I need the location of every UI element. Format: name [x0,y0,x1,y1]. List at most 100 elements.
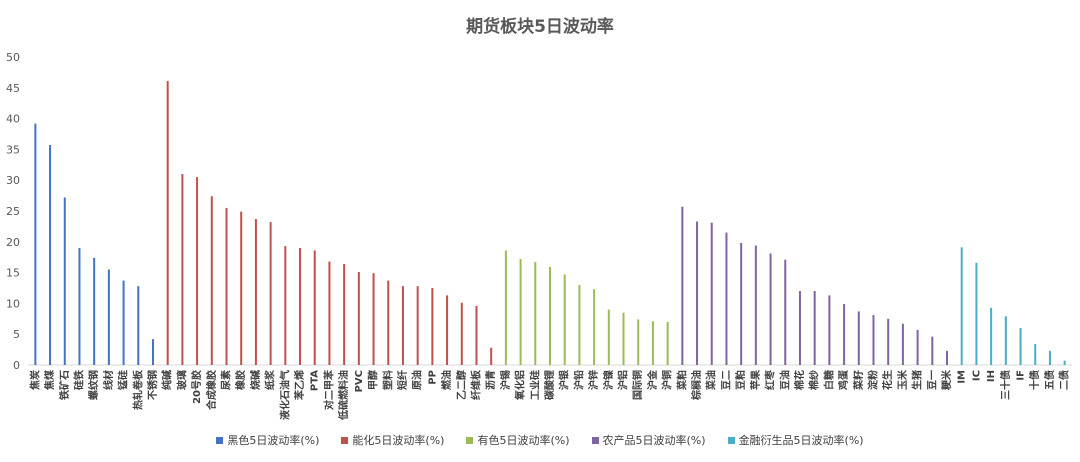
y-tick-label: 5 [13,328,20,341]
bar [313,250,316,365]
bar [549,267,551,365]
bar [93,257,96,365]
legend-swatch [727,436,735,444]
bar [269,222,272,365]
bar [210,196,213,365]
bar [343,263,346,365]
x-tick-label: 燃油 [440,370,453,390]
y-tick-label: 50 [6,51,20,64]
bar [357,271,360,365]
bar [1034,344,1037,365]
bar [225,207,228,365]
bar [181,174,184,365]
bar [784,259,787,365]
x-tick-label: 碳酸锂 [543,370,556,400]
x-tick-label: 棕榈油 [690,370,703,401]
y-tick-label: 30 [6,174,20,187]
legend-item: 金融衍生品5日波动率(%) [727,432,864,448]
x-tick-label: 纯碱 [161,370,174,390]
x-tick-label: IF [1016,370,1027,381]
bar [990,307,993,365]
x-tick-label: 棉花 [793,370,806,390]
bar [328,261,331,365]
bar [240,211,243,365]
bar [975,262,978,365]
x-tick-label: 20号胶 [190,370,203,404]
x-tick-label: 三十债 [999,370,1012,400]
bar [1048,350,1051,365]
bar [622,312,625,365]
bar [740,243,743,365]
y-tick-label: 20 [6,236,20,249]
x-tick-label: 国际铜 [631,370,644,400]
legend-label: 黑色5日波动率(%) [227,434,320,447]
bar [137,286,140,365]
x-tick-label: 铁矿石 [58,370,71,400]
x-tick-label: 苹果 [749,369,762,390]
bar [122,280,125,365]
x-tick-label: 沪锌 [587,370,600,390]
bar [1019,328,1022,365]
x-tick-label: 沥青 [484,370,497,390]
x-tick-label: 尿素 [220,370,233,390]
bar [446,295,449,365]
bar [299,247,302,365]
bar [901,323,904,365]
x-tick-label: IC [971,370,982,381]
bar [284,246,287,365]
legend-item: 农产品5日波动率(%) [591,432,706,448]
x-tick-label: 豆粕 [734,370,747,390]
bar [710,222,713,365]
x-tick-label: 橡胶 [234,370,247,390]
x-tick-label: 二债 [1058,370,1071,390]
bar [401,286,404,365]
legend-label: 农产品5日波动率(%) [602,434,706,447]
x-tick-label: 螺纹钢 [87,370,100,400]
bar [563,274,566,365]
x-tick-label: 鸡蛋 [837,370,850,391]
x-tick-label: 锰硅 [117,370,130,390]
x-tick-label: 淀粉 [866,370,879,390]
bar [813,291,816,365]
x-tick-label: 氧化铝 [514,370,527,401]
x-tick-label: 玉米 [896,369,909,390]
bar [534,262,537,365]
x-tick-label: 沪锡 [499,370,512,390]
x-tick-label: 短纤 [396,370,409,390]
x-tick-label: 纸浆 [264,369,277,390]
x-tick-label: IH [986,370,997,382]
x-tick-label: 豆一 [926,370,938,390]
y-tick-label: 35 [6,143,20,156]
bar [372,273,375,365]
x-tick-label: 工业硅 [528,370,541,400]
legend-swatch [341,436,349,444]
bar [946,350,949,365]
x-tick-label: 豆二 [720,370,732,390]
x-tick-label: 沪铝 [617,370,630,390]
x-tick-label: 粳米 [940,369,953,391]
legend-label: 能化5日波动率(%) [352,434,445,447]
bar [78,247,81,365]
x-tick-label: 菜粕 [675,370,688,391]
bar [387,280,390,365]
x-tick-label: 原油 [411,370,424,390]
bar [107,269,110,365]
bar [843,304,846,365]
bar [931,336,934,365]
x-tick-label: 甲醇 [367,370,380,390]
bar [34,123,37,365]
bar [1063,360,1066,365]
y-tick-label: 45 [6,82,20,95]
x-tick-label: 沪铜 [661,370,674,390]
bar [578,284,581,365]
bar [63,197,66,365]
bar [254,219,257,365]
x-tick-label: 塑料 [381,370,394,390]
bar [475,305,478,365]
x-tick-label: PTA [310,370,321,391]
x-tick-label: 对二甲苯 [322,369,335,410]
bar [681,206,684,365]
bar [960,247,963,365]
bar [769,253,772,365]
